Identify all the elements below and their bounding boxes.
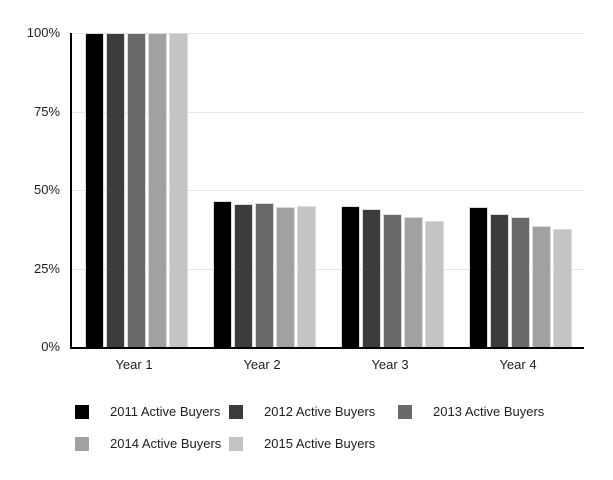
y-axis-label-100: 100% [26, 25, 60, 40]
bar-year-2-2013 [255, 203, 274, 347]
gridline-75 [72, 111, 584, 113]
gridline-25 [72, 268, 584, 270]
bar-year-3-2011 [341, 206, 360, 347]
x-axis-label-year-1: Year 1 [115, 357, 153, 372]
x-axis-label-year-4: Year 4 [499, 357, 537, 372]
x-axis-label-year-2: Year 2 [243, 357, 281, 372]
legend-label: 2014 Active Buyers [110, 436, 222, 451]
legend-swatch-icon [75, 437, 89, 451]
bar-year-1-2015 [169, 33, 188, 347]
gridline-50 [72, 190, 584, 191]
bar-year-4-2012 [490, 214, 509, 347]
bar-year-1-2011 [85, 33, 104, 347]
bar-year-2-2012 [234, 204, 253, 347]
x-axis-label-year-3: Year 3 [371, 357, 409, 372]
legend-swatch-icon [229, 437, 243, 451]
plot-area [70, 33, 584, 349]
y-axis-label-0: 0% [41, 339, 60, 354]
bar-year-2-2015 [297, 206, 316, 347]
legend-label: 2011 Active Buyers [110, 404, 221, 419]
bar-year-4-2013 [511, 217, 530, 347]
y-axis-label-25: 25% [33, 261, 60, 276]
bar-year-1-2014 [148, 33, 167, 347]
bar-year-2-2011 [213, 201, 232, 347]
bar-year-1-2013 [127, 33, 146, 347]
bar-year-4-2014 [532, 226, 551, 347]
bar-year-1-2012 [106, 33, 125, 347]
bar-year-3-2012 [362, 209, 381, 347]
legend-swatch-icon [398, 405, 412, 419]
gridline-100 [72, 33, 584, 34]
legend-label: 2012 Active Buyers [264, 404, 376, 419]
bar-year-2-2014 [276, 207, 295, 347]
bar-year-3-2015 [425, 221, 444, 347]
legend-swatch-icon [75, 405, 89, 419]
bar-year-4-2011 [469, 207, 488, 347]
legend-swatch-icon [229, 405, 243, 419]
legend-label: 2013 Active Buyers [433, 404, 545, 419]
bar-year-3-2014 [404, 217, 423, 347]
bar-year-4-2015 [553, 229, 572, 347]
y-axis-label-50: 50% [33, 182, 60, 197]
bar-year-3-2013 [383, 214, 402, 347]
y-axis-label-75: 75% [33, 104, 60, 119]
legend-label: 2015 Active Buyers [264, 436, 376, 451]
